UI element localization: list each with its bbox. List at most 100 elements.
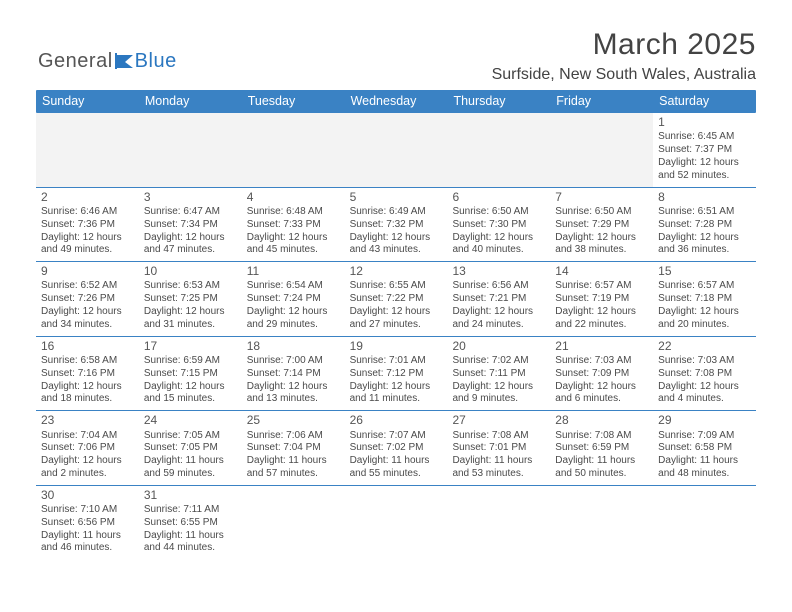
cell-sunrise: Sunrise: 6:57 AM [658,280,751,293]
cell-sunset: Sunset: 6:59 PM [555,442,648,455]
calendar-cell: 11Sunrise: 6:54 AMSunset: 7:24 PMDayligh… [242,262,345,336]
cell-sunrise: Sunrise: 7:07 AM [350,430,443,443]
day-number: 1 [658,115,751,130]
cell-sunset: Sunset: 7:02 PM [350,442,443,455]
cell-daylight1: Daylight: 12 hours [452,381,545,394]
cell-sunset: Sunset: 7:26 PM [41,293,134,306]
day-number: 4 [247,190,340,205]
cell-daylight2: and 9 minutes. [452,393,545,406]
calendar-week-row: 9Sunrise: 6:52 AMSunset: 7:26 PMDaylight… [36,262,756,337]
calendar-cell: 26Sunrise: 7:07 AMSunset: 7:02 PMDayligh… [345,411,448,485]
calendar-cell [345,486,448,560]
cell-daylight1: Daylight: 11 hours [247,455,340,468]
cell-sunset: Sunset: 7:11 PM [452,368,545,381]
cell-sunrise: Sunrise: 6:55 AM [350,280,443,293]
cell-sunset: Sunset: 7:01 PM [452,442,545,455]
calendar-cell: 28Sunrise: 7:08 AMSunset: 6:59 PMDayligh… [550,411,653,485]
cell-daylight2: and 53 minutes. [452,468,545,481]
cell-daylight1: Daylight: 12 hours [144,232,237,245]
cell-daylight2: and 2 minutes. [41,468,134,481]
cell-sunrise: Sunrise: 7:01 AM [350,355,443,368]
cell-sunrise: Sunrise: 6:50 AM [555,206,648,219]
brand-part2: Blue [135,50,177,72]
cell-sunrise: Sunrise: 6:51 AM [658,206,751,219]
calendar-cell: 7Sunrise: 6:50 AMSunset: 7:29 PMDaylight… [550,188,653,262]
cell-daylight2: and 44 minutes. [144,542,237,555]
cell-sunrise: Sunrise: 7:06 AM [247,430,340,443]
cell-sunset: Sunset: 7:24 PM [247,293,340,306]
cell-daylight1: Daylight: 12 hours [350,381,443,394]
calendar-cell: 24Sunrise: 7:05 AMSunset: 7:05 PMDayligh… [139,411,242,485]
cell-daylight1: Daylight: 12 hours [41,232,134,245]
calendar-cell: 9Sunrise: 6:52 AMSunset: 7:26 PMDaylight… [36,262,139,336]
cell-sunrise: Sunrise: 7:03 AM [555,355,648,368]
calendar-cell [139,113,242,187]
cell-daylight1: Daylight: 12 hours [452,232,545,245]
cell-daylight1: Daylight: 12 hours [41,455,134,468]
cell-daylight1: Daylight: 11 hours [144,530,237,543]
day-number: 30 [41,488,134,503]
day-number: 28 [555,413,648,428]
day-number: 9 [41,264,134,279]
day-number: 11 [247,264,340,279]
cell-sunset: Sunset: 7:21 PM [452,293,545,306]
cell-daylight1: Daylight: 12 hours [350,306,443,319]
cell-daylight2: and 6 minutes. [555,393,648,406]
day-number: 5 [350,190,443,205]
day-number: 7 [555,190,648,205]
cell-sunrise: Sunrise: 7:10 AM [41,504,134,517]
brand-logo: GeneralBlue [38,50,177,75]
cell-daylight1: Daylight: 12 hours [144,306,237,319]
cell-sunset: Sunset: 7:33 PM [247,219,340,232]
calendar-cell: 12Sunrise: 6:55 AMSunset: 7:22 PMDayligh… [345,262,448,336]
cell-sunset: Sunset: 7:37 PM [658,144,751,157]
cell-daylight2: and 48 minutes. [658,468,751,481]
cell-sunrise: Sunrise: 6:56 AM [452,280,545,293]
cell-daylight2: and 34 minutes. [41,319,134,332]
day-header-tue: Tuesday [242,90,345,113]
cell-daylight2: and 4 minutes. [658,393,751,406]
day-number: 21 [555,339,648,354]
cell-daylight1: Daylight: 12 hours [658,157,751,170]
day-number: 3 [144,190,237,205]
cell-sunrise: Sunrise: 6:50 AM [452,206,545,219]
cell-daylight2: and 15 minutes. [144,393,237,406]
day-number: 19 [350,339,443,354]
day-number: 24 [144,413,237,428]
calendar-cell: 30Sunrise: 7:10 AMSunset: 6:56 PMDayligh… [36,486,139,560]
cell-daylight2: and 49 minutes. [41,244,134,257]
cell-sunset: Sunset: 7:06 PM [41,442,134,455]
cell-daylight1: Daylight: 11 hours [555,455,648,468]
cell-sunrise: Sunrise: 6:48 AM [247,206,340,219]
calendar-cell: 8Sunrise: 6:51 AMSunset: 7:28 PMDaylight… [653,188,756,262]
cell-sunset: Sunset: 7:16 PM [41,368,134,381]
day-header-sun: Sunday [36,90,139,113]
cell-daylight1: Daylight: 11 hours [452,455,545,468]
cell-daylight1: Daylight: 12 hours [144,381,237,394]
cell-daylight2: and 46 minutes. [41,542,134,555]
cell-daylight2: and 55 minutes. [350,468,443,481]
flag-icon [115,52,137,75]
cell-sunrise: Sunrise: 6:47 AM [144,206,237,219]
calendar-cell: 18Sunrise: 7:00 AMSunset: 7:14 PMDayligh… [242,337,345,411]
cell-sunrise: Sunrise: 6:57 AM [555,280,648,293]
day-number: 25 [247,413,340,428]
cell-daylight1: Daylight: 12 hours [658,381,751,394]
calendar-cell: 4Sunrise: 6:48 AMSunset: 7:33 PMDaylight… [242,188,345,262]
calendar-cell: 1Sunrise: 6:45 AMSunset: 7:37 PMDaylight… [653,113,756,187]
cell-sunrise: Sunrise: 7:11 AM [144,504,237,517]
cell-sunset: Sunset: 6:56 PM [41,517,134,530]
day-number: 22 [658,339,751,354]
cell-daylight1: Daylight: 12 hours [247,381,340,394]
calendar-cell: 21Sunrise: 7:03 AMSunset: 7:09 PMDayligh… [550,337,653,411]
cell-sunset: Sunset: 7:29 PM [555,219,648,232]
calendar-cell [345,113,448,187]
calendar-cell: 31Sunrise: 7:11 AMSunset: 6:55 PMDayligh… [139,486,242,560]
day-number: 23 [41,413,134,428]
cell-sunrise: Sunrise: 7:04 AM [41,430,134,443]
cell-sunrise: Sunrise: 7:03 AM [658,355,751,368]
day-number: 18 [247,339,340,354]
calendar-cell: 20Sunrise: 7:02 AMSunset: 7:11 PMDayligh… [447,337,550,411]
calendar-cell [550,113,653,187]
calendar-cell [242,486,345,560]
